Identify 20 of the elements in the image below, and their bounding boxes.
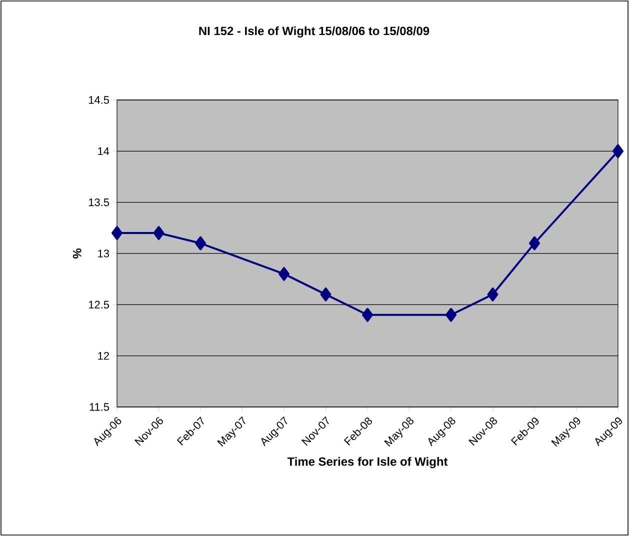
point <box>112 226 123 240</box>
y-tick-label: 12.5 <box>88 300 110 309</box>
point <box>195 236 206 250</box>
y-tick-label: 14 <box>98 147 110 155</box>
x-axis-title: Time Series for Isle of Wight <box>287 457 448 468</box>
point <box>362 308 374 322</box>
y-tick-label: 12 <box>98 352 109 360</box>
point <box>529 236 540 250</box>
y-tick-label: 14.5 <box>88 96 110 104</box>
point <box>487 287 498 302</box>
point <box>446 308 457 322</box>
point <box>320 287 332 302</box>
point <box>153 226 164 240</box>
chart-title: NI 152 - Isle of Wight 15/08/06 to 15/08/09 <box>199 26 430 38</box>
point <box>612 144 624 158</box>
y-axis-title: % <box>72 248 82 259</box>
point <box>278 266 290 281</box>
y-tick-label: 13.5 <box>88 198 110 206</box>
y-tick-label: 11.5 <box>90 403 110 411</box>
y-tick-label: 13 <box>98 250 109 258</box>
